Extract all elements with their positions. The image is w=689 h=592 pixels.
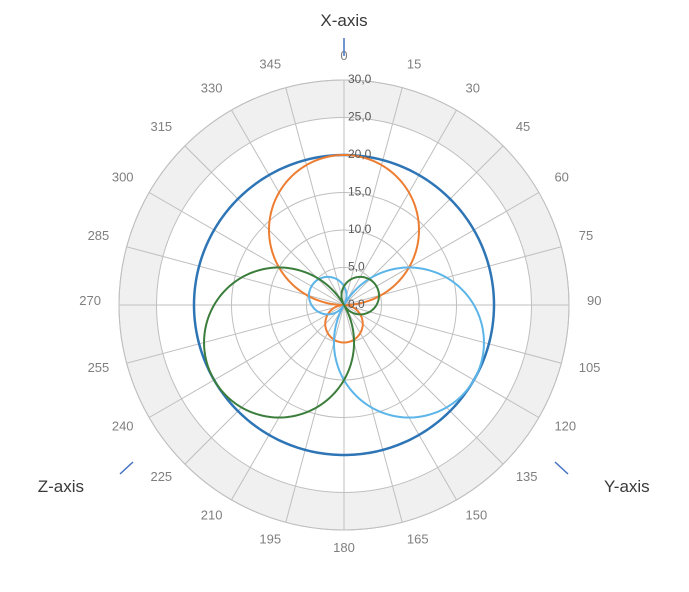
angle-label: 60 — [554, 170, 568, 185]
angle-label: 255 — [88, 360, 110, 375]
angle-label: 270 — [79, 293, 101, 308]
angle-label: 120 — [554, 419, 576, 434]
radial-label: 15,0 — [348, 185, 372, 199]
radial-label: 25,0 — [348, 110, 372, 124]
angle-label: 150 — [466, 507, 488, 522]
angle-label: 135 — [516, 469, 538, 484]
radial-label: 10,0 — [348, 222, 372, 236]
angle-label: 345 — [259, 56, 281, 71]
radial-label: 20,0 — [348, 147, 372, 161]
angle-label: 225 — [150, 469, 172, 484]
radial-label: 5,0 — [348, 260, 365, 274]
axis-label: X-axis — [320, 11, 367, 30]
angle-label: 45 — [516, 119, 530, 134]
angle-label: 105 — [579, 360, 601, 375]
angle-label: 15 — [407, 56, 421, 71]
angle-label: 30 — [466, 81, 480, 96]
axis-tick — [120, 462, 133, 474]
axis-label: Y-axis — [604, 477, 650, 496]
angle-label: 75 — [579, 228, 593, 243]
angle-label: 90 — [587, 293, 601, 308]
angle-label: 240 — [112, 419, 134, 434]
angle-label: 300 — [112, 170, 134, 185]
angle-label: 180 — [333, 540, 355, 555]
axis-label: Z-axis — [38, 477, 84, 496]
angle-label: 330 — [201, 81, 223, 96]
angle-label: 210 — [201, 507, 223, 522]
axis-tick — [555, 462, 568, 474]
radial-label: 0,0 — [348, 297, 365, 311]
angle-label: 315 — [150, 119, 172, 134]
angle-label: 165 — [407, 532, 429, 547]
angle-label: 195 — [259, 532, 281, 547]
polar-chart: 0153045607590105120135150165180195210225… — [0, 0, 689, 592]
radial-label: 30,0 — [348, 72, 372, 86]
angle-label: 285 — [88, 228, 110, 243]
